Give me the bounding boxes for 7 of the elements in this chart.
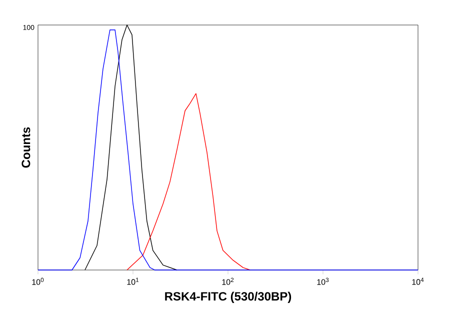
x-tick-label: 10$^{4}$ (412, 278, 424, 285)
x-tick-label: 10$^{3}$ (317, 278, 329, 285)
x-tick-label: 10$^{2}$ (222, 278, 234, 285)
x-tick-label: 10$^{1}$ (127, 278, 139, 285)
x-axis-title: RSK4-FITC (530/30BP) (165, 292, 292, 303)
y-axis-title: Counts (22, 127, 30, 168)
x-tick-label: 10$^{0}$ (32, 278, 44, 285)
